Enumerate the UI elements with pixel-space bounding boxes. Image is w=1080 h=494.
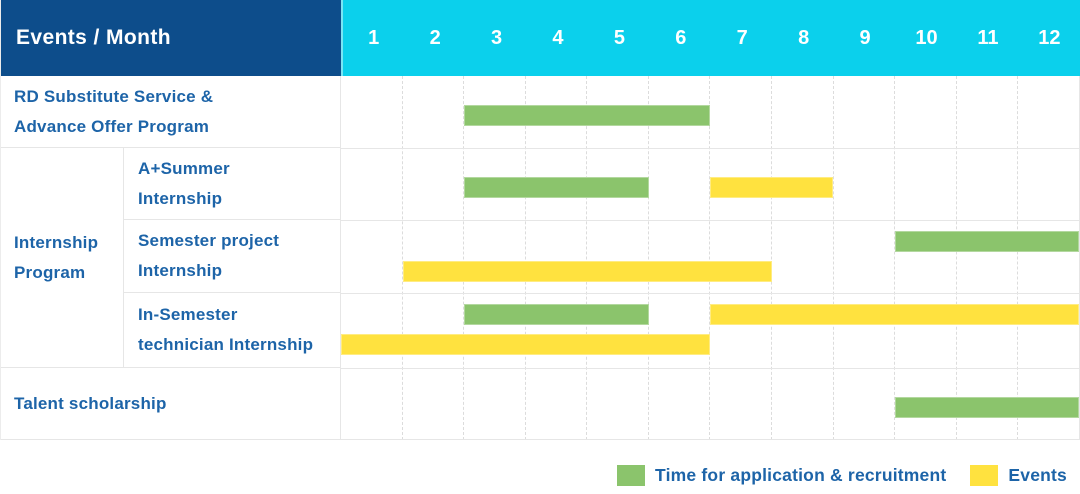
month-gridline-column-10 [895,76,957,440]
row-label-rd-substitute: RD Substitute Service & Advance Offer Pr… [0,76,341,148]
row-label-in-semester: In-Semester technician Internship [124,293,341,368]
gantt-bar [464,304,649,325]
legend-swatch-application-recruitment [617,464,646,486]
month-header-7: 7 [736,26,748,49]
row-label-talent-scholarship: Talent scholarship [0,368,341,440]
legend: Time for application & recruitment Event… [617,464,1067,486]
month-gridline-column-8 [772,76,834,440]
month-header-2: 2 [429,26,441,49]
month-grid-columns [341,76,1079,440]
gantt-bar [894,397,1079,418]
legend-label-application-recruitment: Time for application & recruitment [655,464,947,485]
timeline-area [341,76,1080,440]
row-divider [341,293,1079,294]
row-divider [341,368,1079,369]
month-gridline-column-9 [834,76,896,440]
table-left-border [0,0,1,440]
row-label-a-summer: A+Summer Internship [124,148,341,220]
row-divider [341,148,1079,149]
month-header-row: 1 2 3 4 5 6 7 8 9 10 11 12 [341,0,1080,76]
month-header-4: 4 [552,26,564,49]
gantt-table: Events / Month 1 2 3 4 5 6 7 8 9 10 11 12 RD Substi… [0,0,1080,440]
month-gridline-column-6 [649,76,711,440]
month-gridline-column-7 [710,76,773,440]
gantt-bar [894,231,1079,252]
gantt-bar [341,334,710,355]
month-gridline-column-3 [464,76,526,440]
gantt-bar [402,261,772,282]
month-header-11: 11 [977,26,999,49]
group-label-internship-program: Internship Program [0,148,124,368]
month-header-12: 12 [1038,26,1061,49]
month-header-3: 3 [490,26,503,49]
legend-label-events: Events [1008,464,1067,485]
row-divider [341,220,1079,221]
gantt-bar [710,304,1079,325]
month-header-1: 1 [368,26,380,49]
table-corner-header: Events / Month [0,0,341,76]
gantt-bar [710,177,833,198]
month-gridline-column-12 [1018,76,1079,440]
table-bottom-border [341,439,1079,440]
gantt-bar [464,177,649,198]
legend-swatch-events [970,464,999,486]
month-gridline-column-1 [341,76,403,440]
gantt-bar [464,105,710,126]
month-header-10: 10 [915,26,938,49]
month-header-9: 9 [859,26,871,49]
month-header-8: 8 [798,26,810,49]
month-header-6: 6 [675,26,687,49]
month-gridline-column-5 [587,76,649,440]
month-gridline-column-2 [403,76,465,440]
month-header-5: 5 [613,26,625,49]
month-gridline-column-4 [526,76,588,440]
month-gridline-column-11 [957,76,1019,440]
row-label-semester-project: Semester project Internship [124,220,341,293]
